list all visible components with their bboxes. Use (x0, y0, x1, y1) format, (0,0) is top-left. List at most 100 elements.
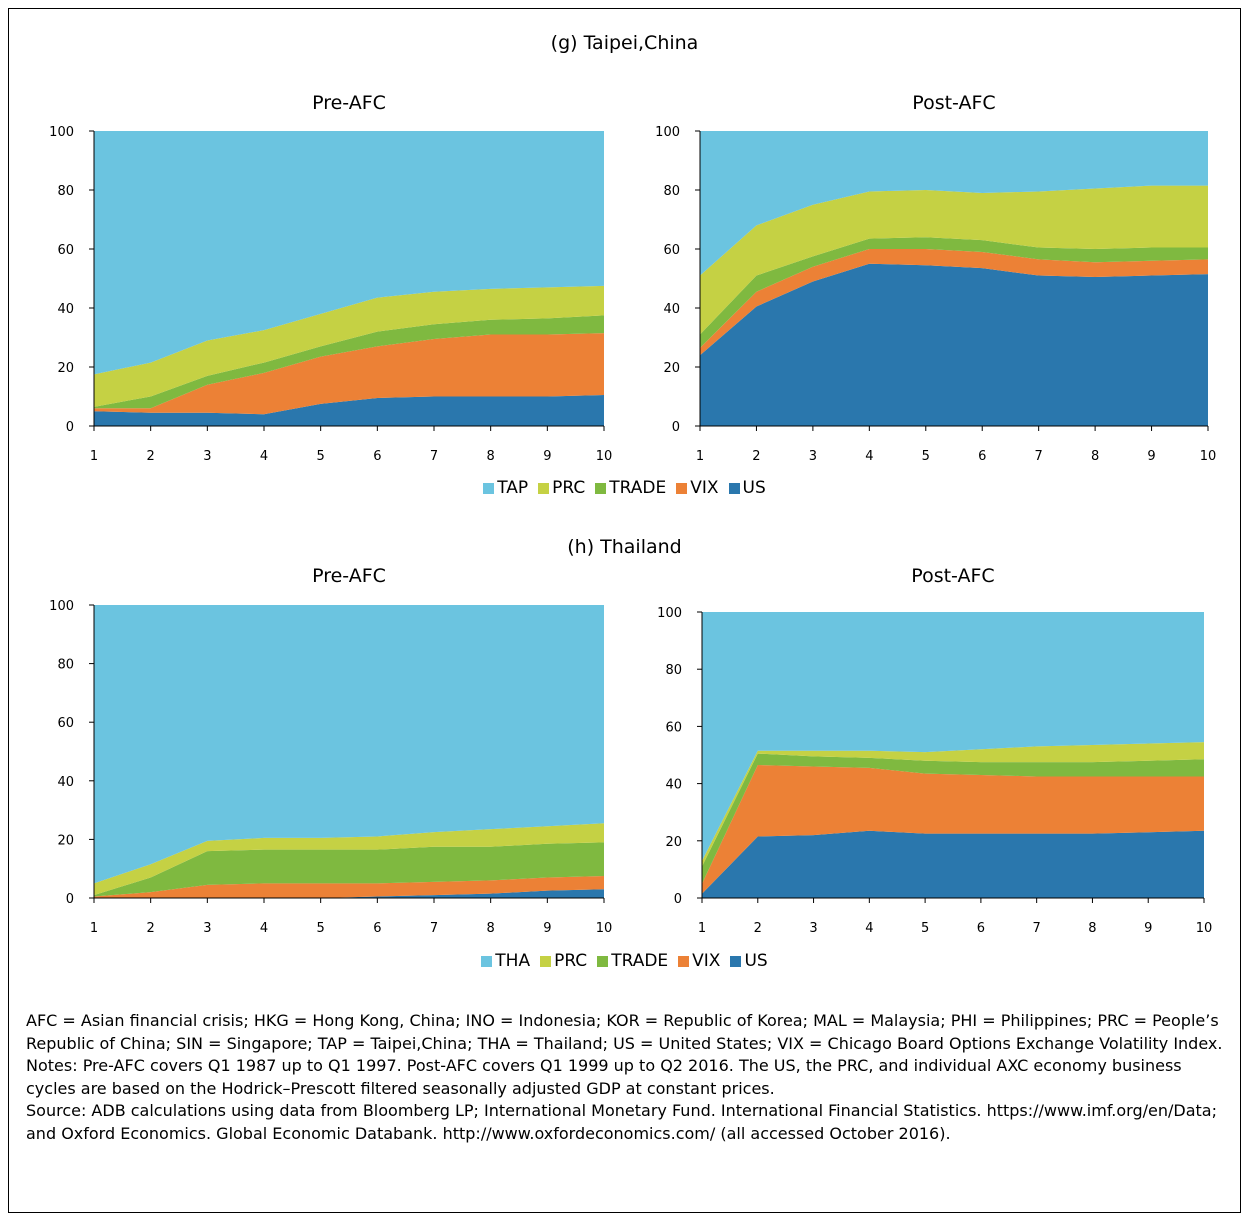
x-tick-label: 8 (1091, 449, 1099, 464)
legend-item-trade: TRADE (597, 951, 668, 971)
figure-frame (8, 8, 1241, 1213)
x-tick-label: 5 (922, 449, 930, 464)
y-tick-label: 40 (57, 775, 74, 790)
area-series-us (700, 263, 1208, 426)
source-note: Source: ADB calculations using data from… (26, 1101, 1217, 1143)
area-series-trade (700, 237, 1208, 348)
x-tick-label: 6 (977, 921, 985, 936)
y-tick-label: 40 (663, 302, 680, 317)
y-tick-label: 0 (66, 420, 74, 435)
y-tick-label: 80 (57, 658, 74, 673)
legend-swatch (538, 482, 550, 494)
chart-title-thailand-pre: Pre-AFC (312, 565, 386, 587)
x-tick-label: 1 (698, 921, 706, 936)
x-tick-label: 8 (1088, 921, 1096, 936)
y-tick-label: 0 (674, 892, 682, 907)
legend-swatch (595, 482, 607, 494)
y-tick-label: 100 (657, 606, 682, 621)
x-tick-label: 7 (1035, 449, 1043, 464)
y-tick-label: 0 (672, 420, 680, 435)
chart-3: 0 20 40 60 80 100 1 2 3 4 5 6 7 8 9 10 (657, 606, 1212, 936)
x-tick-label: 4 (260, 921, 268, 936)
area-series-tha (702, 612, 1204, 861)
x-tick-label: 6 (373, 921, 381, 936)
x-tick-label: 6 (373, 449, 381, 464)
x-tick-label: 10 (596, 449, 613, 464)
x-tick-label: 9 (543, 921, 551, 936)
y-tick-label: 40 (57, 302, 74, 317)
area-series-us (94, 889, 604, 898)
x-tick-label: 3 (203, 921, 211, 936)
area-series-tap (94, 131, 604, 375)
area-series-prc (702, 742, 1204, 867)
area-series-trade (702, 753, 1204, 884)
y-tick-label: 20 (663, 361, 680, 376)
chart-0: 0 20 40 60 80 100 1 2 3 4 5 6 7 8 9 10 (49, 125, 612, 464)
x-tick-label: 8 (487, 921, 495, 936)
x-tick-label: 5 (317, 449, 325, 464)
area-series-us (702, 830, 1204, 898)
legend-taipei: TAP PRC TRADE VIX US (0, 478, 1249, 498)
abbreviations-note: AFC = Asian financial crisis; HKG = Hong… (26, 1011, 1223, 1053)
x-tick-label: 7 (1033, 921, 1041, 936)
legend-thailand: THA PRC TRADE VIX US (0, 951, 1249, 971)
area-series-vix (700, 249, 1208, 356)
legend-item-vix: VIX (678, 951, 720, 971)
legend-item-tha: THA (481, 951, 530, 971)
legend-swatch (676, 482, 688, 494)
panel-title-taipei: (g) Taipei,China (550, 32, 699, 54)
y-tick-label: 20 (57, 833, 74, 848)
y-tick-label: 80 (663, 184, 680, 199)
x-tick-label: 7 (430, 921, 438, 936)
x-tick-label: 3 (203, 449, 211, 464)
y-tick-label: 40 (665, 778, 682, 793)
x-tick-label: 2 (754, 921, 762, 936)
legend-swatch (728, 482, 740, 494)
y-tick-label: 60 (57, 716, 74, 731)
area-series-us (94, 395, 604, 426)
y-tick-label: 100 (49, 125, 74, 140)
legend-swatch (597, 955, 609, 967)
x-tick-label: 9 (543, 449, 551, 464)
legend-swatch (540, 955, 552, 967)
legend-item-us: US (730, 951, 768, 971)
x-tick-label: 2 (147, 449, 155, 464)
legend-item-trade: TRADE (595, 478, 666, 498)
area-series-prc (94, 285, 604, 407)
x-tick-label: 5 (317, 921, 325, 936)
legend-swatch (483, 482, 495, 494)
area-series-trade (94, 315, 604, 409)
y-tick-label: 0 (66, 892, 74, 907)
x-tick-label: 7 (430, 449, 438, 464)
area-series-tha (94, 605, 604, 884)
area-series-vix (94, 876, 604, 898)
chart-1: 0 20 40 60 80 100 1 2 3 4 5 6 7 8 9 10 (655, 125, 1216, 464)
legend-item-tap: TAP (483, 478, 528, 498)
x-tick-label: 9 (1144, 921, 1152, 936)
x-tick-label: 1 (90, 449, 98, 464)
y-tick-label: 20 (57, 361, 74, 376)
legend-item-us: US (728, 478, 766, 498)
x-tick-label: 10 (1200, 449, 1217, 464)
legend-swatch (730, 955, 742, 967)
x-tick-label: 10 (596, 921, 613, 936)
y-tick-label: 80 (665, 663, 682, 678)
y-tick-label: 60 (57, 243, 74, 258)
x-tick-label: 9 (1147, 449, 1155, 464)
area-series-prc (700, 185, 1208, 335)
x-tick-label: 3 (809, 921, 817, 936)
y-tick-label: 100 (49, 599, 74, 614)
x-tick-label: 4 (260, 449, 268, 464)
notes-block: AFC = Asian financial crisis; HKG = Hong… (26, 1010, 1231, 1145)
x-tick-label: 8 (487, 449, 495, 464)
x-tick-label: 2 (752, 449, 760, 464)
legend-item-prc: PRC (538, 478, 585, 498)
coverage-note: Notes: Pre-AFC covers Q1 1987 up to Q1 1… (26, 1056, 1182, 1098)
x-tick-label: 5 (921, 921, 929, 936)
area-series-vix (702, 765, 1204, 894)
area-series-tap (700, 131, 1208, 276)
y-tick-label: 60 (663, 243, 680, 258)
x-tick-label: 6 (978, 449, 986, 464)
y-tick-label: 60 (665, 720, 682, 735)
